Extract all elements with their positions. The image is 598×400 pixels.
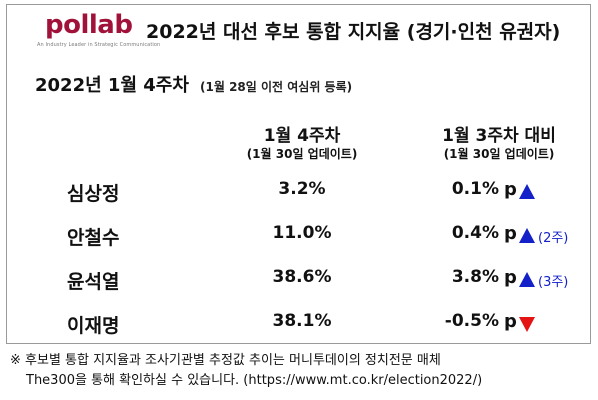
- change-unit: p: [504, 223, 517, 244]
- logo-tagline: An Industry Leader in Strategic Communic…: [37, 42, 161, 48]
- table-row: 윤석열 38.6% 3.8% p (3주): [7, 267, 592, 297]
- candidate-name: 심상정: [67, 183, 120, 205]
- period-title: 2022년 1월 4주차: [35, 75, 189, 96]
- current-rate: 11.0%: [272, 223, 332, 243]
- column-title-current: 1월 4주차: [263, 126, 341, 146]
- column-title-change: 1월 3주차 대비: [442, 126, 556, 146]
- period-note: (1월 28일 이전 여심위 등록): [200, 80, 353, 94]
- current-rate: 38.1%: [272, 311, 332, 331]
- candidate-name: 안철수: [67, 227, 120, 249]
- change-unit: p: [504, 179, 517, 200]
- logo-wordmark: pollab: [45, 10, 133, 40]
- column-header-change: 1월 3주차 대비 (1월 30일 업데이트): [409, 126, 589, 162]
- pollab-logo: pollab An Industry Leader in Strategic C…: [37, 10, 160, 49]
- streak-label: (2주): [538, 231, 569, 246]
- column-sub-change: (1월 30일 업데이트): [443, 147, 555, 161]
- current-rate: 3.2%: [278, 179, 326, 199]
- candidate-name: 윤석열: [67, 271, 120, 293]
- arrow-up-icon: [519, 184, 535, 199]
- candidate-name: 이재명: [67, 315, 120, 337]
- table-row: 이재명 38.1% -0.5% p: [7, 311, 592, 341]
- results-panel: pollab An Industry Leader in Strategic C…: [6, 4, 591, 344]
- arrow-down-icon: [519, 317, 535, 332]
- footnote: ※ 후보별 통합 지지율과 조사기관별 추정값 추이는 머니투데이의 정치전문 …: [10, 351, 482, 391]
- column-sub-current: (1월 30일 업데이트): [246, 147, 358, 161]
- change-value: -0.5%: [444, 311, 499, 331]
- current-rate: 38.6%: [272, 267, 332, 287]
- change-unit: p: [504, 267, 517, 288]
- change-value: 3.8%: [451, 267, 499, 287]
- streak-label: (3주): [538, 275, 569, 290]
- footnote-line-1: ※ 후보별 통합 지지율과 조사기관별 추정값 추이는 머니투데이의 정치전문 …: [10, 353, 441, 368]
- change-value: 0.4%: [451, 223, 499, 243]
- footnote-line-2: The300을 통해 확인하실 수 있습니다. (https://www.mt.…: [26, 373, 483, 388]
- change-unit: p: [504, 311, 517, 332]
- column-header-current: 1월 4주차 (1월 30일 업데이트): [227, 126, 377, 162]
- table-row: 심상정 3.2% 0.1% p: [7, 179, 592, 209]
- period-row: 2022년 1월 4주차 (1월 28일 이전 여심위 등록): [35, 71, 352, 97]
- table-row: 안철수 11.0% 0.4% p (2주): [7, 223, 592, 253]
- page-title: 2022년 대선 후보 통합 지지율 (경기·인천 유권자): [146, 21, 561, 43]
- arrow-up-icon: [519, 272, 535, 287]
- arrow-up-icon: [519, 228, 535, 243]
- change-value: 0.1%: [451, 179, 499, 199]
